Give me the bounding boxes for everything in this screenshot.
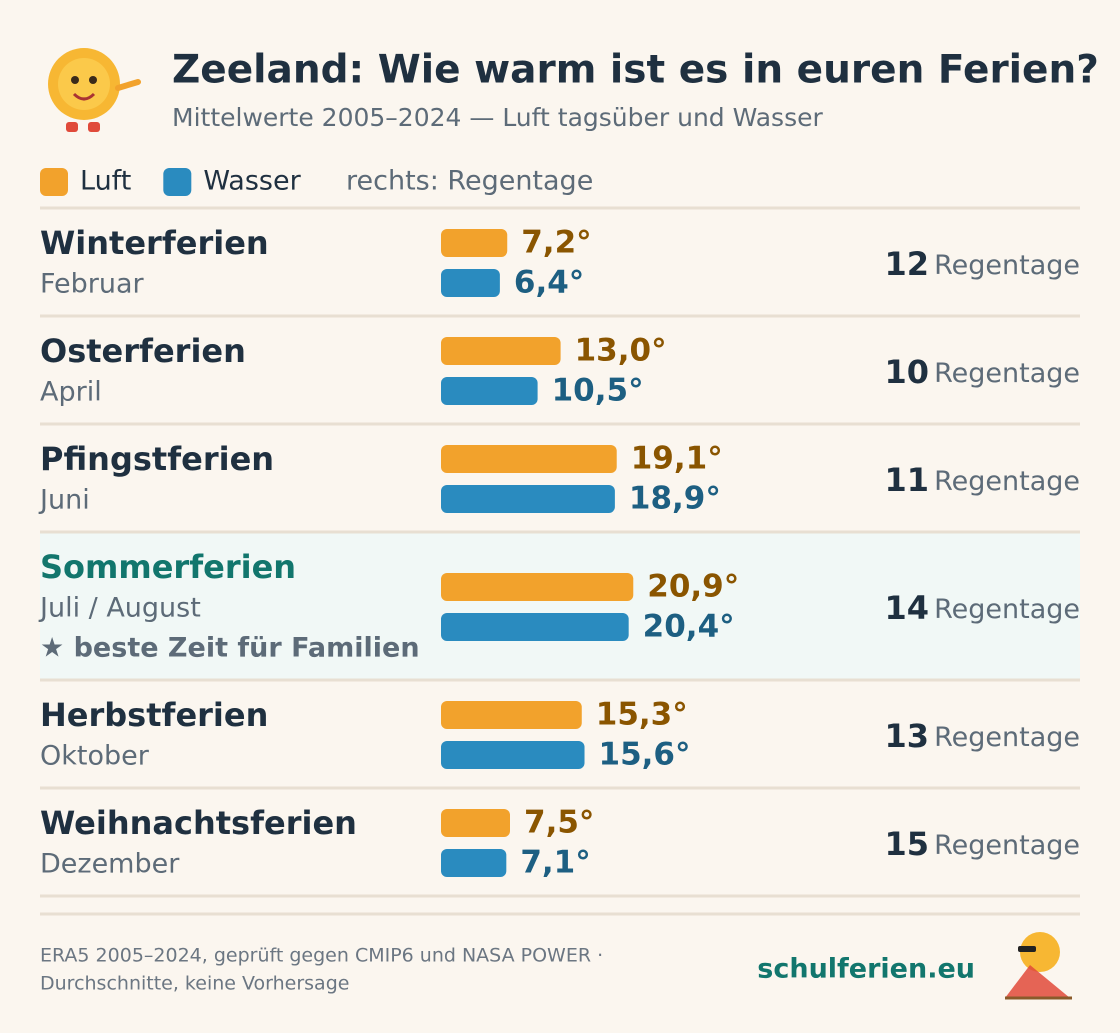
highlight-note: ★ beste Zeit für Familien (40, 633, 420, 664)
category-label: Herbstferien (40, 696, 268, 734)
bar (441, 849, 507, 877)
chart-subtitle: Mittelwerte 2005–2024 — Luft tagsüber un… (172, 103, 823, 132)
category-label: Weihnachtsferien (40, 804, 357, 842)
month-label: April (40, 377, 102, 408)
category-label: Winterferien (40, 224, 269, 262)
category-label: Pfingstferien (40, 440, 274, 478)
value-label: 18,9° (629, 481, 721, 517)
value-label: 7,1° (520, 845, 590, 881)
value-label: 15,3° (596, 697, 688, 733)
month-label: Juni (38, 485, 90, 516)
month-label: Juli / August (38, 593, 201, 624)
bar (441, 613, 629, 641)
bar (441, 445, 617, 473)
legend-note: rechts: Regentage (346, 166, 593, 197)
rain-unit: Regentage (934, 466, 1080, 497)
bar (441, 377, 538, 405)
value-label: 6,4° (514, 265, 584, 301)
month-label: Oktober (40, 741, 150, 772)
rain-unit: Regentage (934, 722, 1080, 753)
beach-icon (1005, 932, 1072, 1000)
rain-count: 14 (884, 589, 929, 627)
rain-unit: Regentage (934, 358, 1080, 389)
value-label: 15,6° (599, 737, 691, 773)
rain-unit: Regentage (934, 594, 1080, 625)
value-label: 20,9° (647, 569, 739, 605)
rain-days: 12 Regentage (884, 245, 1080, 283)
chart-title: Zeeland: Wie warm ist es in euren Ferien… (172, 48, 1099, 93)
bar (441, 701, 582, 729)
sun-icon (48, 48, 141, 132)
rain-unit: Regentage (934, 250, 1080, 281)
rain-days: 11 Regentage (884, 461, 1080, 499)
value-label: 10,5° (552, 373, 644, 409)
bar (441, 741, 585, 769)
bar (441, 269, 500, 297)
rain-days: 10 Regentage (884, 353, 1080, 391)
bar (441, 229, 508, 257)
rain-count: 15 (884, 825, 929, 863)
rain-unit: Regentage (934, 830, 1080, 861)
category-label: Osterferien (40, 332, 246, 370)
value-label: 13,0° (575, 333, 667, 369)
source: Durchschnitte, keine Vorhersage (40, 973, 349, 995)
rain-days: 15 Regentage (884, 825, 1080, 863)
brand[interactable]: schulferien.eu (757, 954, 975, 985)
bar (441, 573, 634, 601)
bar (441, 485, 615, 513)
category-label: Sommerferien (40, 548, 296, 586)
legend-swatch (40, 168, 68, 196)
rain-count: 13 (884, 717, 929, 755)
value-label: 7,2° (521, 225, 591, 261)
month-label: Dezember (40, 849, 180, 880)
bar (441, 809, 510, 837)
month-label: Februar (40, 269, 145, 300)
rain-count: 10 (884, 353, 929, 391)
rain-days: 14 Regentage (884, 589, 1080, 627)
highlight-row (40, 532, 1080, 680)
value-label: 19,1° (631, 441, 723, 477)
legend-label: Wasser (203, 166, 301, 197)
rain-count: 12 (884, 245, 929, 283)
rain-days: 13 Regentage (884, 717, 1080, 755)
rain-count: 11 (884, 461, 929, 499)
value-label: 7,5° (524, 805, 594, 841)
bar (441, 337, 561, 365)
legend-swatch (163, 168, 192, 196)
value-label: 20,4° (643, 609, 735, 645)
legend-label: Luft (80, 166, 131, 197)
source: ERA5 2005–2024, geprüft gegen CMIP6 und … (40, 945, 603, 967)
